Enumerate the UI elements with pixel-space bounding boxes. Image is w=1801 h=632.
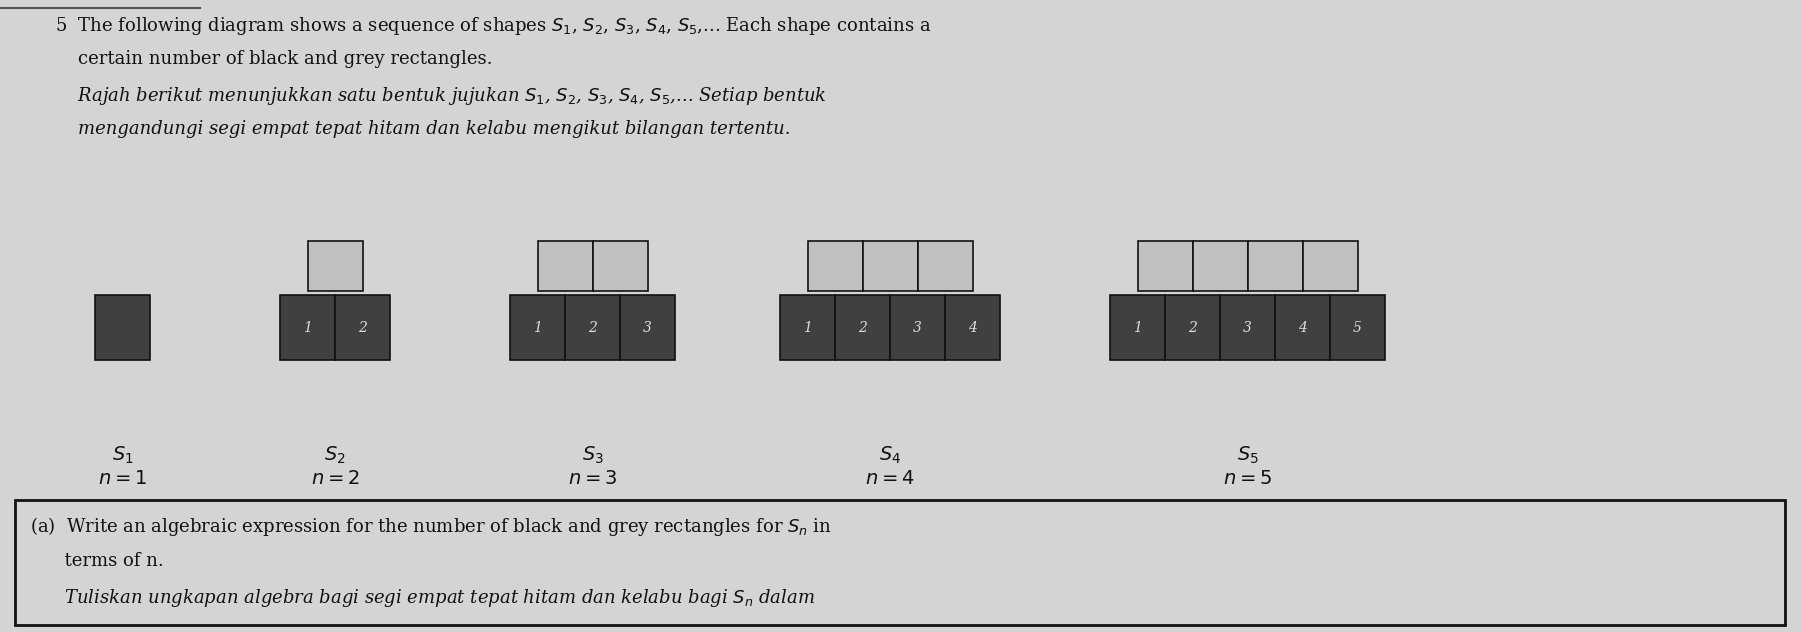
Bar	[1192, 241, 1248, 291]
Text: 1: 1	[1133, 320, 1142, 334]
Text: 5  The following diagram shows a sequence of shapes $S_1$, $S_2$, $S_3$, $S_4$, : 5 The following diagram shows a sequence…	[56, 15, 931, 37]
Bar	[836, 295, 890, 360]
Text: 2: 2	[857, 320, 866, 334]
Bar	[620, 295, 675, 360]
Text: $S_2$: $S_2$	[324, 445, 346, 466]
Bar	[917, 241, 973, 291]
Text: 1: 1	[533, 320, 542, 334]
Text: $n=5$: $n=5$	[1223, 470, 1272, 488]
Bar	[1329, 295, 1385, 360]
Bar	[863, 241, 917, 291]
Text: $S_5$: $S_5$	[1237, 445, 1259, 466]
Bar	[780, 295, 836, 360]
Bar	[1109, 295, 1165, 360]
Text: $S_4$: $S_4$	[879, 445, 900, 466]
Text: 3: 3	[913, 320, 922, 334]
Text: Tuliskan ungkapan algebra bagi segi empat tepat hitam dan kelabu bagi $S_n$ dala: Tuliskan ungkapan algebra bagi segi empa…	[31, 587, 816, 609]
Bar	[1248, 241, 1302, 291]
Text: 1: 1	[303, 320, 312, 334]
Bar	[1165, 295, 1219, 360]
Text: 3: 3	[1243, 320, 1252, 334]
Text: $n=3$: $n=3$	[567, 470, 618, 488]
Bar	[1302, 241, 1358, 291]
Text: 1: 1	[803, 320, 812, 334]
Bar	[593, 241, 648, 291]
Bar	[1138, 241, 1192, 291]
Text: 5: 5	[1353, 320, 1362, 334]
Text: 3: 3	[643, 320, 652, 334]
Bar	[890, 295, 946, 360]
Text: $n=1$: $n=1$	[97, 470, 148, 488]
Bar	[1275, 295, 1329, 360]
Text: certain number of black and grey rectangles.: certain number of black and grey rectang…	[56, 50, 492, 68]
Bar	[335, 295, 391, 360]
Bar	[279, 295, 335, 360]
Text: terms of n.: terms of n.	[31, 552, 164, 570]
Text: 2: 2	[1189, 320, 1198, 334]
Text: Rajah berikut menunjukkan satu bentuk jujukan $S_1$, $S_2$, $S_3$, $S_4$, $S_5$,: Rajah berikut menunjukkan satu bentuk ju…	[56, 85, 827, 107]
Text: 2: 2	[358, 320, 367, 334]
Text: mengandungi segi empat tepat hitam dan kelabu mengikut bilangan tertentu.: mengandungi segi empat tepat hitam dan k…	[56, 120, 791, 138]
Text: (a)  Write an algebraic expression for the number of black and grey rectangles f: (a) Write an algebraic expression for th…	[31, 515, 832, 538]
Bar	[946, 295, 1000, 360]
Bar	[14, 500, 1785, 625]
Bar	[308, 241, 362, 291]
Bar	[510, 295, 566, 360]
Bar	[807, 241, 863, 291]
Text: $S_3$: $S_3$	[582, 445, 603, 466]
Text: 2: 2	[589, 320, 596, 334]
Bar	[95, 295, 149, 360]
Bar	[1219, 295, 1275, 360]
Text: 4: 4	[969, 320, 976, 334]
Text: $S_1$: $S_1$	[112, 445, 133, 466]
Bar	[537, 241, 593, 291]
Text: $n=2$: $n=2$	[310, 470, 360, 488]
Text: 4: 4	[1299, 320, 1308, 334]
Bar	[566, 295, 620, 360]
Text: $n=4$: $n=4$	[864, 470, 915, 488]
